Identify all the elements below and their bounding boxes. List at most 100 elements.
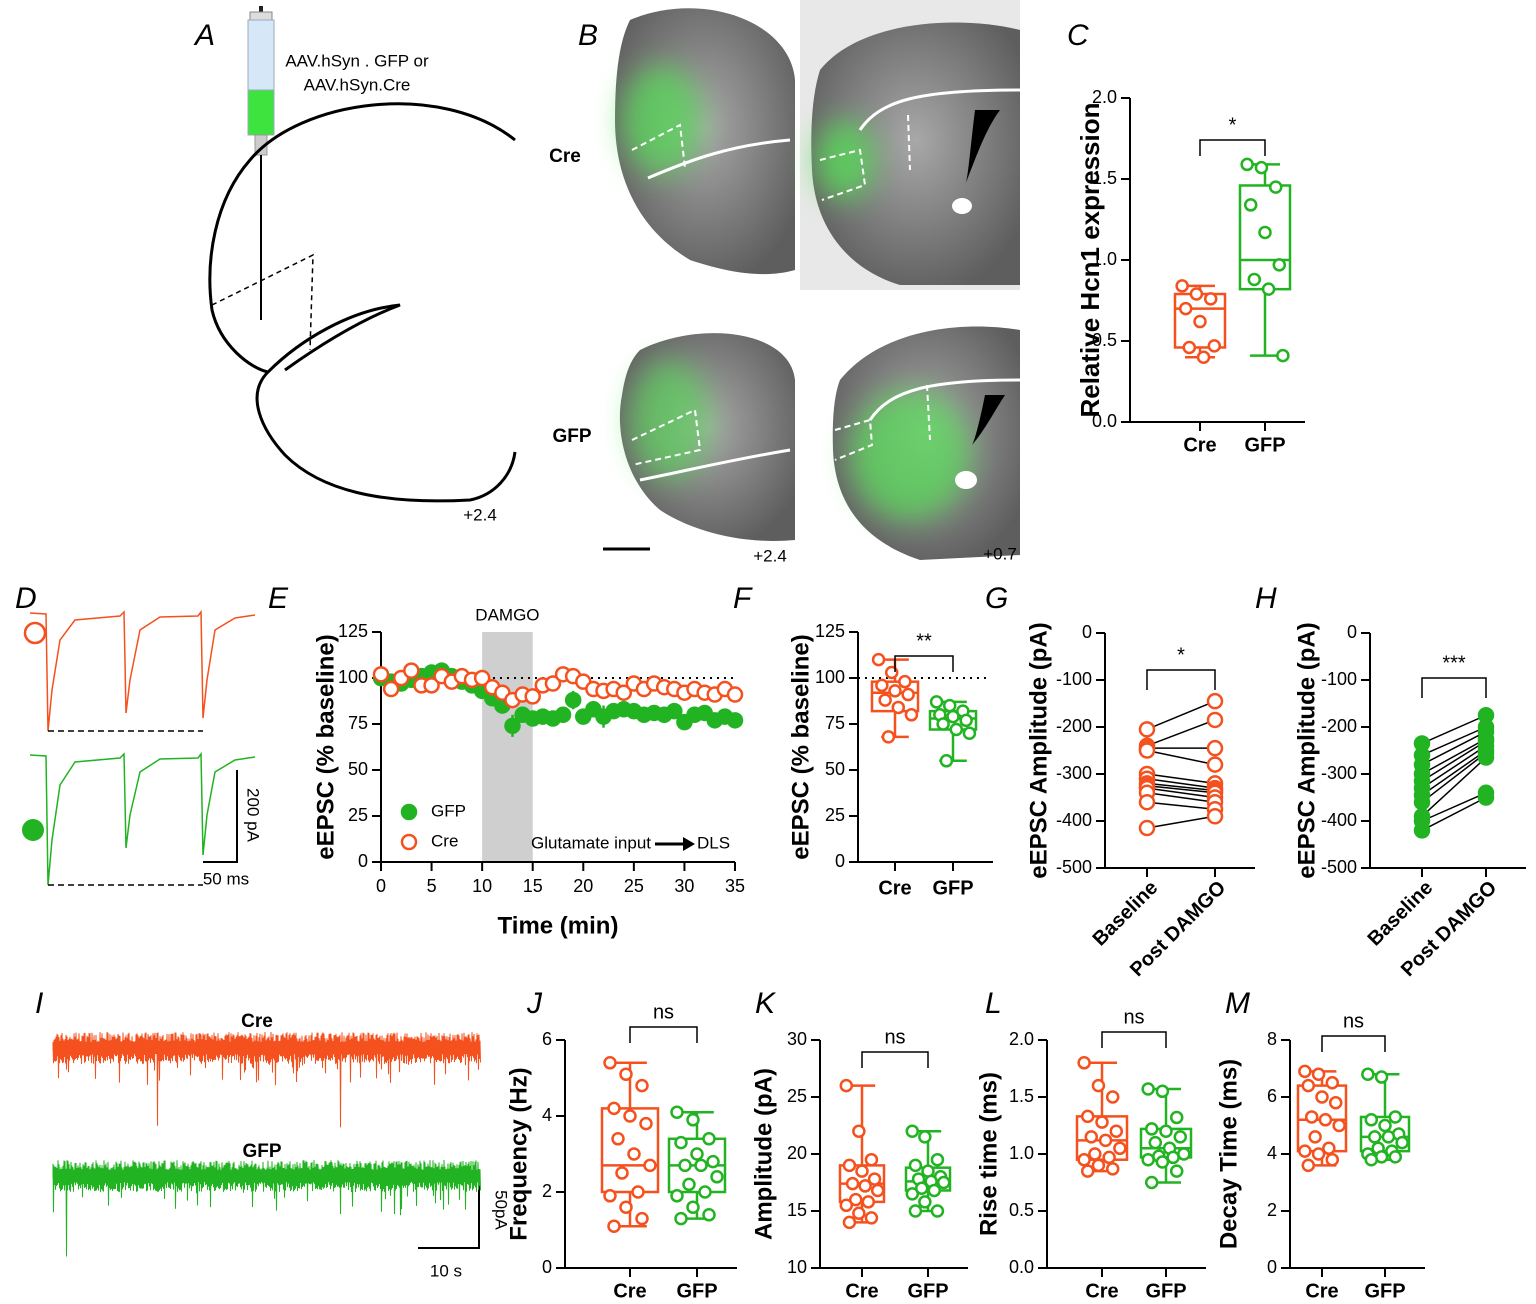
- significance-label: **: [916, 630, 932, 652]
- data-point: [670, 1189, 684, 1203]
- x-tick-label: GFP: [1145, 1280, 1186, 1302]
- panel-label: H: [1255, 582, 1277, 615]
- y-tick-label: -200: [1321, 716, 1357, 736]
- data-point: [615, 1166, 629, 1180]
- data-point: [1182, 340, 1197, 355]
- pair-line: [1146, 777, 1216, 789]
- data-point: [1413, 822, 1431, 839]
- y-tick-label: -400: [1321, 810, 1357, 830]
- data-point: [1332, 1118, 1346, 1133]
- data-point: [686, 1200, 700, 1214]
- data-point: [603, 1189, 617, 1203]
- legend-marker: [23, 621, 47, 645]
- scale-label: 50pA: [492, 1190, 511, 1230]
- x-tick-label: Cre: [1183, 434, 1216, 456]
- data-point: [864, 1211, 879, 1225]
- pair-line: [1146, 719, 1216, 747]
- y-tick-label: -300: [1321, 763, 1357, 783]
- significance-label: ns: [1343, 1010, 1364, 1032]
- y-tick-label: 125: [815, 621, 845, 641]
- data-point: [905, 1124, 920, 1138]
- injection-label: AAV.hSyn.Cre: [304, 75, 411, 94]
- y-tick-label: 4: [542, 1105, 552, 1125]
- legend-marker: [400, 833, 418, 851]
- data-point: [403, 662, 420, 679]
- data-point: [1169, 1164, 1184, 1178]
- y-axis-label: Rise time (ms): [975, 1072, 1002, 1236]
- data-point: [1261, 282, 1276, 296]
- y-tick-label: -500: [1056, 857, 1092, 877]
- pair-line: [1146, 792, 1216, 803]
- data-point: [1325, 1152, 1340, 1167]
- trace-label: GFP: [242, 1141, 281, 1162]
- significance-label: ***: [1442, 652, 1466, 674]
- data-point: [1091, 1158, 1106, 1173]
- data-point: [1311, 1147, 1326, 1161]
- data-point: [674, 1211, 688, 1226]
- panel-label: I: [35, 987, 43, 1020]
- data-point: [643, 1158, 657, 1173]
- data-point: [1374, 1070, 1389, 1084]
- data-point: [839, 1198, 854, 1213]
- data-point: [726, 686, 744, 703]
- data-point: [871, 652, 886, 667]
- y-tick-label: 0.0: [1092, 411, 1117, 431]
- x-tick-label: 25: [624, 876, 644, 896]
- pair-line: [1146, 700, 1216, 731]
- data-point: [1091, 1078, 1106, 1093]
- data-point: [1095, 1115, 1109, 1129]
- data-point: [1077, 1056, 1091, 1070]
- pair-line: [1146, 782, 1216, 792]
- x-tick-label: Cre: [878, 877, 911, 899]
- data-point: [914, 1181, 929, 1195]
- data-point: [858, 1179, 872, 1193]
- data-point: [861, 1195, 876, 1209]
- data-point: [891, 700, 906, 715]
- data-point: [726, 712, 744, 729]
- data-point: [619, 1067, 633, 1081]
- data-point: [1207, 339, 1222, 353]
- pair-line: [1421, 745, 1487, 789]
- significance-bracket: [861, 1051, 929, 1068]
- data-point: [1388, 1150, 1403, 1164]
- scale-bar: [203, 770, 238, 863]
- data-point: [908, 1204, 923, 1218]
- y-axis-label: Decay Time (ms): [1215, 1059, 1242, 1249]
- x-tick-label: Cre: [1305, 1280, 1338, 1302]
- data-point: [1311, 1067, 1326, 1081]
- pair-line: [1146, 749, 1216, 766]
- pair-line: [1421, 756, 1487, 817]
- data-point: [524, 688, 541, 705]
- data-point: [927, 1183, 942, 1198]
- data-point: [1301, 1078, 1316, 1093]
- data-point: [666, 702, 683, 720]
- y-tick-label: 25: [825, 805, 845, 825]
- data-point: [1361, 1067, 1375, 1081]
- data-point: [694, 1158, 708, 1173]
- pair-line: [1421, 792, 1487, 822]
- y-tick-label: 50: [825, 759, 845, 779]
- row-label: Cre: [549, 146, 581, 167]
- data-point: [1169, 1110, 1184, 1125]
- coordinate-label: +0.7: [983, 544, 1017, 563]
- syringe: [247, 6, 275, 320]
- data-point: [690, 1147, 704, 1161]
- data-point: [898, 674, 912, 689]
- data-point: [706, 1154, 720, 1169]
- data-point: [635, 1078, 649, 1093]
- y-tick-label: 2: [542, 1181, 552, 1201]
- data-point: [1298, 1144, 1312, 1158]
- x-tick-label: 20: [573, 876, 593, 896]
- shade-label: DAMGO: [475, 605, 539, 624]
- data-point: [1189, 287, 1204, 301]
- y-tick-label: 8: [1267, 1029, 1277, 1049]
- y-tick-label: 0: [1347, 622, 1357, 642]
- data-point: [1113, 1141, 1127, 1156]
- data-point: [929, 695, 944, 709]
- data-point: [1177, 1147, 1191, 1161]
- data-point: [382, 680, 400, 698]
- legend-label: GFP: [431, 801, 466, 820]
- pair-line: [1146, 773, 1216, 785]
- y-tick-label: 25: [787, 1086, 807, 1106]
- brain-image: [608, 0, 796, 290]
